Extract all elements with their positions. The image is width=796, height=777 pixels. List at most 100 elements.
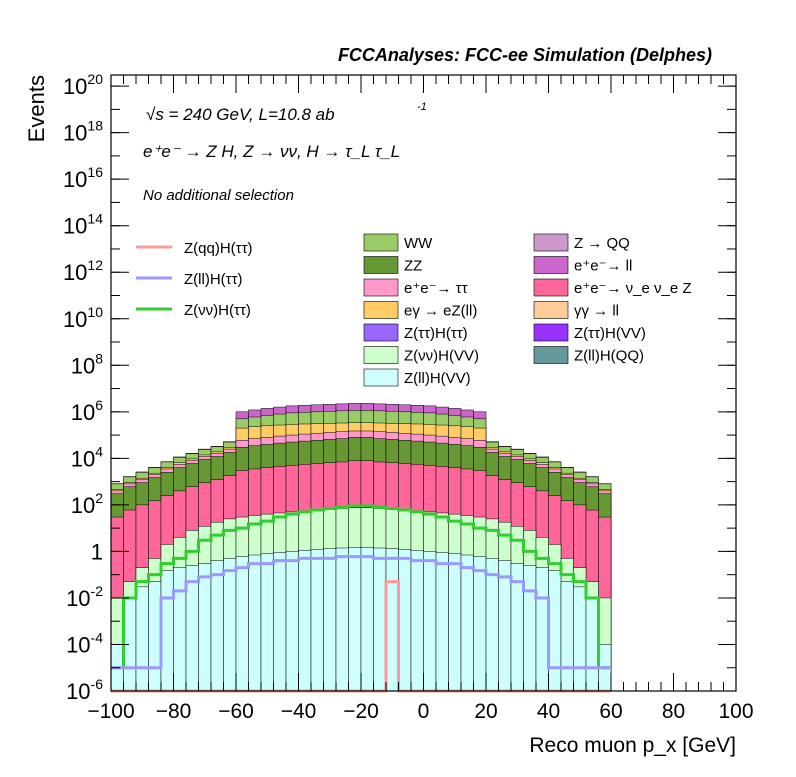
bar-Z(ll)H(VV) <box>210 560 224 692</box>
bar-Z(ll)H(VV) <box>273 552 287 692</box>
legend-label: ZZ <box>404 258 422 275</box>
bar-Z(ll)H(VV) <box>385 548 399 692</box>
bar-Z(ll)H(VV) <box>223 558 237 692</box>
bar-Z(ll)H(VV) <box>473 556 487 692</box>
x-tick-label: 60 <box>599 700 622 723</box>
legend-label: eγ → eZ(ll) <box>404 303 477 320</box>
legend-swatch-eγ → eZ(ll) <box>363 301 399 319</box>
y-tick-label: 1 <box>91 539 103 564</box>
legend-label: Z → QQ <box>574 235 630 252</box>
legend-label: Z(ll)H(QQ) <box>574 348 644 365</box>
bar-Z(ll)H(VV) <box>323 548 337 692</box>
y-tick-label: 102 <box>71 490 103 518</box>
chart-title: FCCAnalyses: FCC-ee Simulation (Delphes) <box>338 45 712 65</box>
bar-Z(ll)H(VV) <box>373 547 387 692</box>
y-tick-label: 1018 <box>63 118 103 146</box>
legend-swatch-γγ → ll <box>533 301 569 319</box>
bar-Z(ll)H(VV) <box>348 547 362 692</box>
legend-label: Z(qq)H(ττ) <box>184 240 253 257</box>
x-tick-label: −60 <box>218 700 254 723</box>
selection-text: No additional selection <box>143 187 294 204</box>
bar-Z(ll)H(VV) <box>535 567 549 692</box>
legend-swatch-e⁺e⁻→ ll <box>533 256 569 274</box>
x-tick-label: −100 <box>87 700 134 723</box>
bar-Z(ll)H(VV) <box>185 565 199 692</box>
y-tick-label: 10-4 <box>66 629 103 657</box>
bar-Z(ll)H(VV) <box>310 549 324 692</box>
bar-Z(ll)H(VV) <box>160 570 174 692</box>
bar-Z(ll)H(VV) <box>485 558 499 692</box>
legend-label: Z(ll)H(VV) <box>404 370 471 387</box>
y-tick-label: 1020 <box>63 71 103 99</box>
legend-label: Z(ττ)H(VV) <box>574 325 646 342</box>
overlay-Z(νν)H(ττ) <box>111 504 611 670</box>
y-tick-label: 10-2 <box>66 583 103 611</box>
legend-label: γγ → ll <box>574 303 619 320</box>
legend-swatch-Z(νν)H(VV) <box>363 346 399 364</box>
legend-swatch-e⁺e⁻→ ν_e ν_e Z <box>533 278 569 297</box>
x-tick-label: 80 <box>662 700 685 723</box>
bar-Z(ll)H(VV) <box>560 581 574 692</box>
bar-Z(ll)H(VV) <box>260 553 274 692</box>
y-tick-label: 1012 <box>63 257 103 285</box>
axes-layer: −100 −80 −60 −40 −20 0 20 40 60 80 100 Reco muon p_… <box>24 71 754 757</box>
bar-Z(ll)H(VV) <box>285 551 299 692</box>
legend-label: Z(νν)H(ττ) <box>184 302 251 319</box>
bar-Z(ll)H(VV) <box>435 552 449 692</box>
bar-Z(ll)H(VV) <box>523 565 537 692</box>
y-tick-label: 1016 <box>63 164 103 192</box>
y-tick-label: 1014 <box>63 211 103 239</box>
x-tick-label: 20 <box>474 700 497 723</box>
legend-label: WW <box>404 235 433 252</box>
legend-swatch-Z(ll)H(QQ) <box>533 346 569 364</box>
bar-Z(ll)H(VV) <box>460 554 474 692</box>
legend-swatch-ZZ <box>363 256 399 274</box>
energy-annotation: √s = 240 GeV, L=10.8 ab -1 <box>146 101 427 124</box>
legend-swatch-WW <box>363 233 399 252</box>
bar-Z(ll)H(VV) <box>423 551 437 692</box>
legend-layer: Z(qq)H(ττ) Z(ll)H(ττ) Z(νν)H(ττ) WW ZZ e⁺e⁻→ … <box>136 233 692 387</box>
bar-Z(ll)H(VV) <box>398 549 412 692</box>
bar-Z(ll)H(VV) <box>335 547 349 692</box>
bar-Z(ll)H(VV) <box>198 563 212 692</box>
x-tick-label: 40 <box>537 700 560 723</box>
bar-Z(ll)H(VV) <box>135 586 149 692</box>
bar-Z(ll)H(VV) <box>448 553 462 692</box>
bar-Z(ll)H(VV) <box>585 597 599 692</box>
legend-label: e⁺e⁻→ ll <box>574 258 632 275</box>
legend-label: Z(νν)H(VV) <box>404 348 479 365</box>
bar-Z(ll)H(VV) <box>235 556 249 692</box>
x-axis-label: Reco muon p_x [GeV] <box>529 734 736 757</box>
bar-Z(ll)H(VV) <box>360 547 374 692</box>
x-tick-label: −20 <box>343 700 379 723</box>
legend-label: e⁺e⁻→ ττ <box>404 280 468 297</box>
energy-text: √s = 240 GeV, L=10.8 ab <box>146 105 335 124</box>
bar-Z(ll)H(VV) <box>410 550 424 692</box>
bar-Z(ll)H(VV) <box>248 554 262 692</box>
energy-exponent: -1 <box>417 101 427 113</box>
bar-Z(ll)H(VV) <box>298 550 312 692</box>
bar-Z(ll)H(VV) <box>148 581 162 692</box>
bar-Z(ll)H(VV) <box>498 560 512 692</box>
legend-swatch-Z(ll)H(VV) <box>363 368 399 387</box>
process-text: e⁺e⁻ → Z H, Z → νν, H → τ_L τ_L <box>143 142 400 161</box>
legend-label: Z(ll)H(ττ) <box>184 271 243 288</box>
y-tick-label: 10-6 <box>66 676 103 704</box>
x-tick-label: 100 <box>718 700 753 723</box>
x-tick-label: −80 <box>156 700 192 723</box>
bar-Z(ll)H(VV) <box>548 570 562 692</box>
legend-swatch-Z → QQ <box>533 233 569 252</box>
legend-label: Z(ττ)H(ττ) <box>404 325 468 342</box>
stacked-bars-layer <box>110 403 612 692</box>
bar-Z(ll)H(VV) <box>573 586 587 692</box>
y-tick-label: 106 <box>71 397 103 425</box>
y-tick-label: 104 <box>71 443 103 471</box>
x-tick-label: −40 <box>281 700 317 723</box>
y-tick-label: 108 <box>71 350 103 378</box>
y-tick-label: 1010 <box>63 304 103 332</box>
overlay-Z(ll)H(ττ) <box>111 555 611 670</box>
bar-Z(ll)H(VV) <box>173 567 187 692</box>
x-tick-label: 0 <box>418 700 430 723</box>
